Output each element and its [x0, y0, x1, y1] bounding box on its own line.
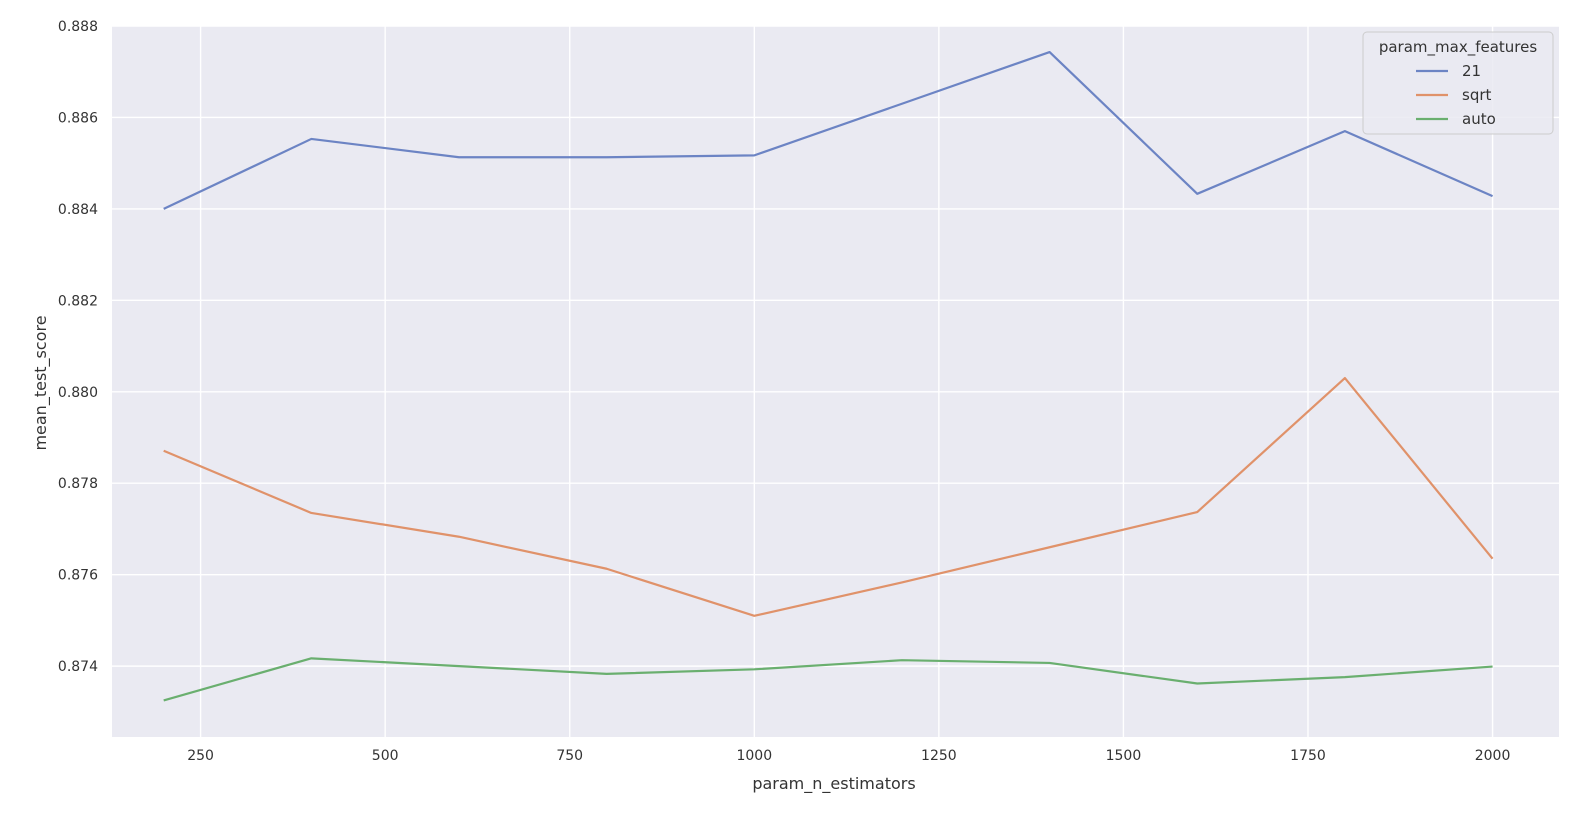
legend-label-21: 21 [1462, 62, 1481, 80]
y-tick-label: 0.882 [58, 293, 98, 309]
x-tick-label: 2000 [1475, 748, 1511, 764]
series-line-21 [163, 50, 1493, 210]
grid-lines [112, 25, 1559, 737]
y-tick-label: 0.884 [58, 202, 98, 218]
x-tick-label: 250 [187, 748, 214, 764]
legend: param_max_features 21 sqrt auto [1362, 31, 1554, 135]
legend-label-sqrt: sqrt [1462, 86, 1492, 104]
y-axis-label: mean_test_score [31, 315, 51, 450]
x-tick-label: 500 [372, 748, 399, 764]
y-tick-label: 0.876 [58, 568, 98, 584]
y-tick-label: 0.880 [58, 385, 98, 401]
legend-label-auto: auto [1462, 110, 1496, 128]
y-tick-label: 0.888 [58, 19, 98, 35]
series-line-auto [163, 657, 1493, 702]
x-tick-label: 750 [556, 748, 583, 764]
x-axis-ticks: 250 500 750 1000 1250 1500 1750 2000 [187, 748, 1510, 764]
legend-title: param_max_features [1379, 38, 1538, 57]
y-tick-label: 0.874 [58, 659, 98, 675]
y-tick-label: 0.878 [58, 476, 98, 492]
series-lines [163, 50, 1494, 702]
x-tick-label: 1250 [921, 748, 957, 764]
x-tick-label: 1500 [1106, 748, 1142, 764]
legend-box [1362, 31, 1554, 135]
x-tick-label: 1000 [736, 748, 772, 764]
series-line-sqrt [163, 376, 1494, 617]
y-axis-ticks: 0.874 0.876 0.878 0.880 0.882 0.884 0.886 0.888 [58, 19, 98, 675]
x-axis-label: param_n_estimators [752, 774, 915, 794]
y-tick-label: 0.886 [58, 110, 98, 126]
x-tick-label: 1750 [1290, 748, 1326, 764]
